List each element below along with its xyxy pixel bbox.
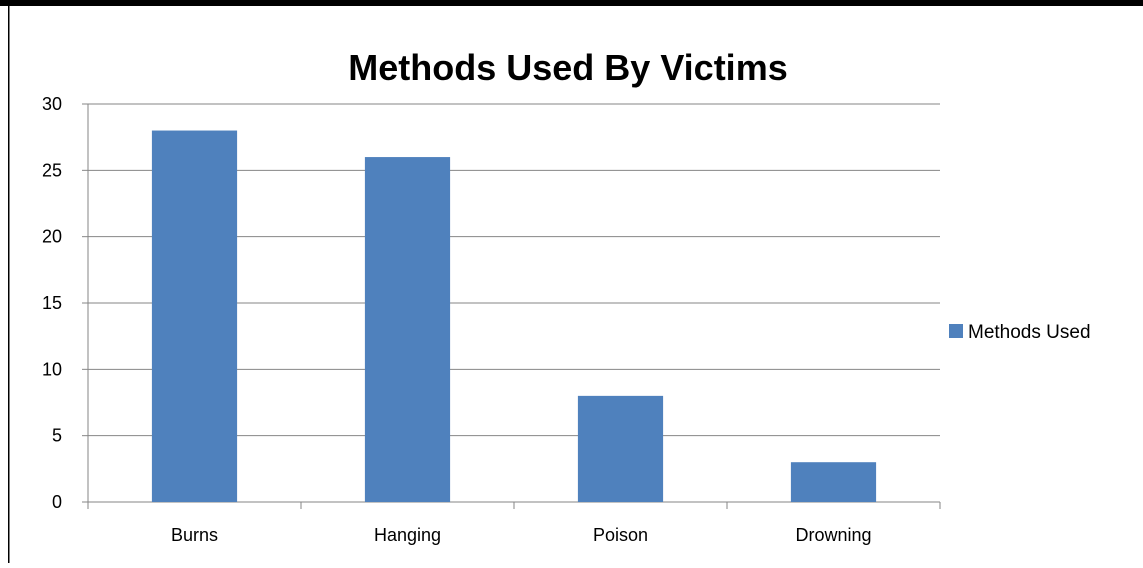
bars <box>151 130 877 503</box>
top-border <box>0 0 1143 6</box>
y-tick-label: 25 <box>42 160 62 180</box>
y-axis-tick-labels: 0 5 10 15 20 25 30 <box>42 94 62 512</box>
x-tick-label: Hanging <box>374 525 441 545</box>
x-axis-tick-labels: Burns Hanging Poison Drowning <box>171 525 872 545</box>
bar-burns <box>151 130 238 503</box>
y-tick-label: 10 <box>42 359 62 379</box>
y-tick-label: 0 <box>52 492 62 512</box>
bar-poison <box>577 395 664 502</box>
legend: Methods Used <box>949 322 1091 343</box>
bar-drowning <box>790 462 877 502</box>
y-tick-label: 20 <box>42 227 62 247</box>
bar-hanging <box>364 157 451 503</box>
legend-label: Methods Used <box>968 322 1091 343</box>
x-tick-label: Burns <box>171 525 218 545</box>
y-tick-label: 5 <box>52 426 62 446</box>
y-tick-label: 30 <box>42 94 62 114</box>
x-tick-label: Poison <box>593 525 648 545</box>
x-tick-label: Drowning <box>795 525 871 545</box>
y-tick-label: 15 <box>42 293 62 313</box>
legend-swatch <box>949 324 963 338</box>
left-border <box>8 6 10 563</box>
chart-title: Methods Used By Victims <box>348 47 787 88</box>
